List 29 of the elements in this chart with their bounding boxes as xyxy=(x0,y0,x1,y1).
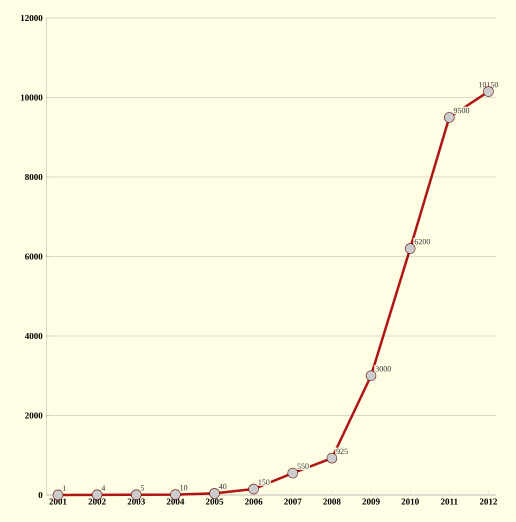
y-tick-label: 4000 xyxy=(24,332,42,340)
data-label: 550 xyxy=(297,464,309,469)
y-tick-label: 12000 xyxy=(20,14,42,22)
x-tick-label: 2009 xyxy=(362,498,380,505)
y-tick-label: 10000 xyxy=(20,94,42,101)
x-tick-label: 2005 xyxy=(206,498,224,505)
data-label: 1 xyxy=(62,485,66,491)
data-label: 9500 xyxy=(454,108,470,114)
data-label: 40 xyxy=(218,484,226,490)
x-tick-label: 2010 xyxy=(402,498,419,505)
data-label: 150 xyxy=(258,479,270,485)
data-label: 6200 xyxy=(414,238,430,244)
data-label: 4 xyxy=(101,485,106,491)
y-tick-label: 2000 xyxy=(25,412,42,419)
x-tick-label: 2007 xyxy=(284,498,302,505)
data-label: 10 xyxy=(180,485,188,490)
data-label: 925 xyxy=(336,448,348,454)
y-tick-label: 8000 xyxy=(25,174,42,180)
x-tick-label: 2008 xyxy=(323,498,341,505)
x-tick-label: 2012 xyxy=(480,498,498,505)
data-label: 5 xyxy=(140,485,144,491)
x-tick-label: 2003 xyxy=(128,498,145,505)
data-label: 3000 xyxy=(376,366,391,372)
x-tick-label: 2006 xyxy=(245,498,262,505)
x-tick-label: 2004 xyxy=(166,498,184,505)
y-tick-label: 0 xyxy=(38,492,42,498)
y-tick-label: 6000 xyxy=(25,253,42,260)
data-label: 10150 xyxy=(479,82,498,88)
x-tick-label: 2011 xyxy=(440,498,458,505)
